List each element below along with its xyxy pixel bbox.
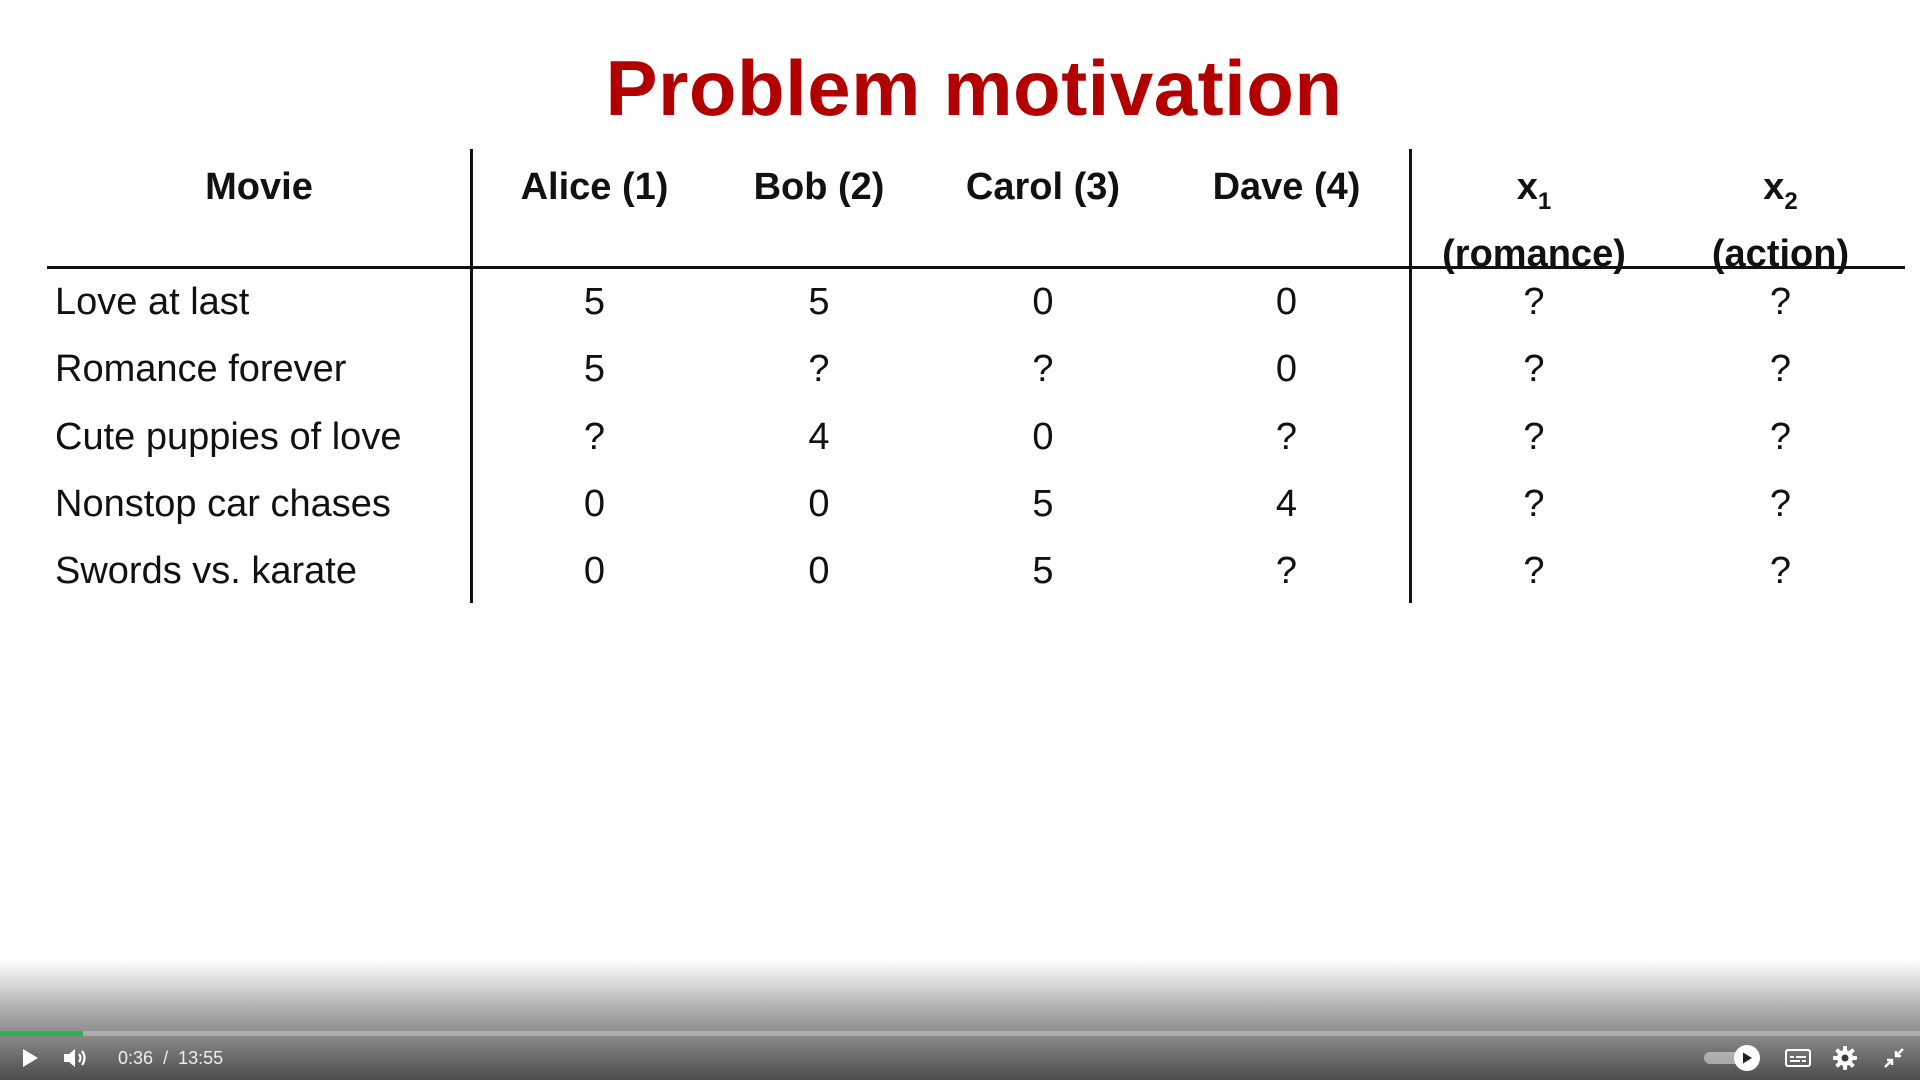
header-alice: Alice (1) — [473, 149, 716, 266]
rating-cell: 0 — [1032, 281, 1054, 323]
rating-cell: 5 — [583, 281, 606, 323]
progress-bar-fill — [0, 1031, 83, 1036]
exit-fullscreen-button[interactable] — [1874, 1036, 1914, 1080]
rating-cell: 5 — [1032, 482, 1054, 525]
rating-cell: 5 — [808, 281, 830, 323]
current-time: 0:36 — [118, 1048, 154, 1068]
rating-cell: ? — [1769, 550, 1792, 593]
rating-cell: 5 — [583, 348, 606, 391]
gear-icon — [1833, 1046, 1857, 1070]
header-divider — [47, 266, 1905, 269]
table-row: Swords vs. karate 0 0 5??? — [47, 538, 1905, 605]
rating-cell: 4 — [808, 415, 830, 458]
table-row: Cute puppies of love? 4 0??? — [47, 404, 1905, 471]
captions-button[interactable] — [1778, 1036, 1818, 1080]
rating-cell: ? — [1523, 281, 1545, 323]
player-gradient — [0, 960, 1920, 1080]
rating-cell: 0 — [808, 482, 830, 525]
header-label: Bob (2) — [753, 166, 885, 208]
table-row: Nonstop car chases 0 0 5 4?? — [47, 471, 1905, 538]
table-row: Romance forever 5?? 0?? — [47, 336, 1905, 403]
rating-cell: ? — [1769, 415, 1792, 458]
volume-button[interactable] — [58, 1036, 94, 1080]
duration: 13:55 — [178, 1048, 224, 1068]
rating-cell: ? — [1769, 281, 1792, 323]
header-label: Dave (4) — [1212, 166, 1361, 208]
movie-title-cell: Love at last — [55, 281, 250, 323]
header-subscript: 2 — [1784, 188, 1798, 215]
autoplay-toggle[interactable] — [1704, 1045, 1762, 1071]
column-divider-features — [1409, 149, 1412, 603]
rating-cell: ? — [1032, 348, 1054, 391]
header-carol: Carol (3) — [922, 149, 1164, 266]
rating-cell: 0 — [1275, 281, 1298, 323]
rating-cell: ? — [1769, 348, 1792, 391]
rating-cell: ? — [1523, 482, 1545, 525]
header-label: x — [1516, 166, 1538, 208]
header-label: Carol (3) — [965, 166, 1121, 208]
play-button[interactable] — [12, 1036, 48, 1080]
header-x1-romance: x1 (romance) — [1412, 149, 1656, 275]
header-dave: Dave (4) — [1164, 149, 1409, 266]
rating-cell: ? — [808, 348, 830, 391]
column-divider-movie — [470, 149, 473, 603]
header-label: x — [1763, 166, 1785, 208]
rating-cell: 5 — [1032, 550, 1054, 593]
rating-cell: ? — [1275, 550, 1298, 593]
autoplay-toggle-icon — [1743, 1052, 1752, 1064]
settings-button[interactable] — [1825, 1036, 1865, 1080]
rating-cell: ? — [1769, 482, 1792, 525]
rating-cell: 0 — [1275, 348, 1298, 391]
rating-cell: ? — [1523, 415, 1545, 458]
rating-cell: 0 — [808, 550, 830, 593]
captions-icon — [1785, 1049, 1811, 1067]
rating-cell: 0 — [583, 550, 606, 593]
autoplay-knob — [1734, 1045, 1760, 1071]
exit-fullscreen-icon — [1884, 1048, 1904, 1068]
time-separator: / — [163, 1048, 169, 1068]
rating-cell: ? — [583, 415, 606, 458]
rating-cell: 0 — [583, 482, 606, 525]
rating-cell: ? — [1275, 415, 1298, 458]
rating-cell: 4 — [1275, 482, 1298, 525]
player-controls: 0:36 / 13:55 — [0, 1036, 1920, 1080]
rating-cell: ? — [1523, 550, 1545, 593]
volume-icon — [64, 1049, 86, 1067]
time-display: 0:36 / 13:55 — [118, 1036, 223, 1080]
movie-title-cell: Nonstop car chases — [55, 482, 391, 525]
progress-bar[interactable] — [0, 1031, 1920, 1036]
header-label: Movie — [205, 166, 313, 208]
table-row: Love at last 5 5 0 0?? — [47, 269, 1905, 336]
header-bob: Bob (2) — [716, 149, 922, 266]
slide-title: Problem motivation — [605, 44, 1343, 132]
movie-title-cell: Romance forever — [55, 348, 347, 391]
header-x2-action: x2 (action) — [1656, 149, 1905, 275]
rating-cell: ? — [1523, 348, 1545, 391]
header-subscript: 1 — [1537, 188, 1552, 215]
header-label: Alice (1) — [520, 166, 669, 208]
rating-cell: 0 — [1032, 415, 1054, 458]
ratings-table: Movie Alice (1) Bob (2) Carol (3) Dave (… — [47, 149, 1905, 603]
play-icon — [23, 1049, 38, 1067]
movie-title-cell: Cute puppies of love — [55, 415, 402, 458]
header-movie: Movie — [47, 149, 471, 266]
movie-title-cell: Swords vs. karate — [55, 550, 357, 593]
